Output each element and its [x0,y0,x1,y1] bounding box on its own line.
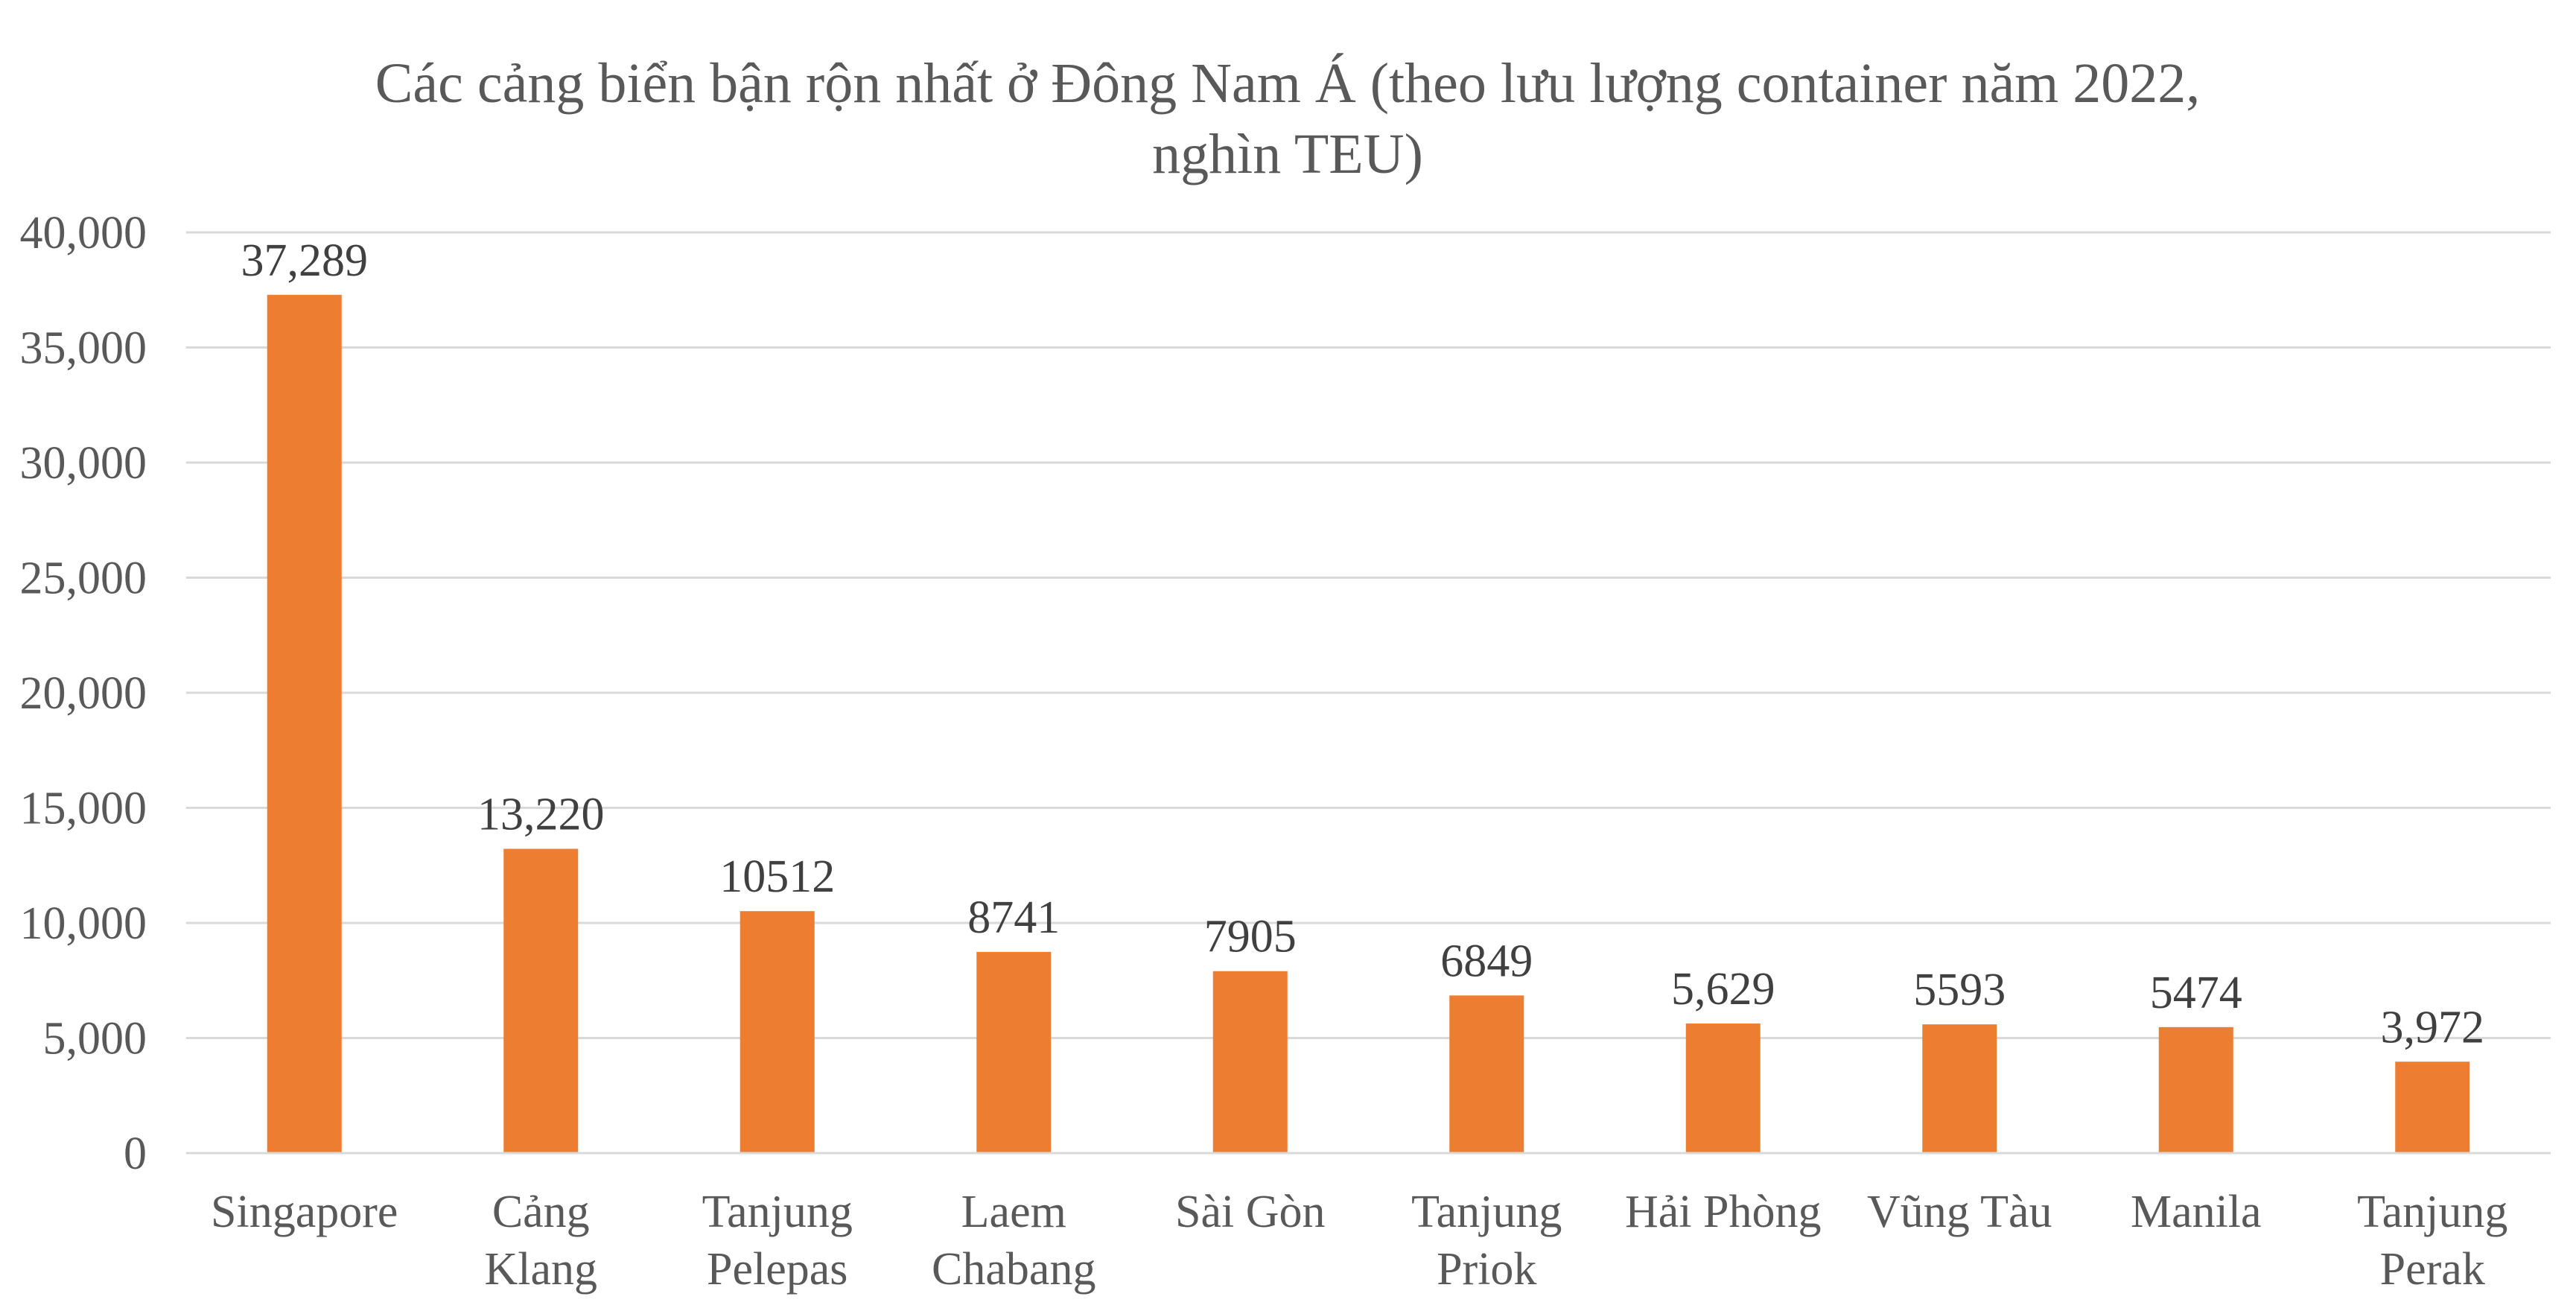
bar [503,848,579,1153]
data-label: 5593 [1913,965,2006,1015]
chart-title-line-1: Các cảng biển bận rộn nhất ở Đông Nam Á … [375,52,2201,115]
y-tick-label: 25,000 [20,553,147,604]
x-tick-label: Tanjung Pelepas [702,1187,853,1295]
bar [976,951,1052,1153]
x-tick-label: Tanjung Perak [2357,1187,2507,1295]
data-label: 10512 [719,851,835,902]
bars [267,294,2470,1153]
x-tick-label: Hải Phòng [1625,1187,1822,1237]
data-label: 5474 [2150,968,2242,1018]
bar [740,911,815,1153]
bar [1922,1024,1997,1153]
x-tick-label: Manila [2131,1187,2262,1237]
y-tick-label: 35,000 [20,323,147,374]
y-tick-label: 40,000 [20,208,147,258]
y-tick-label: 5,000 [43,1014,147,1064]
data-label: 6849 [1440,936,1533,986]
y-tick-label: 15,000 [20,784,147,834]
y-axis-tick-labels: 0 5,000 10,000 15,000 20,000 25,000 30,000 35,0… [20,208,147,1179]
x-tick-label: Sài Gòn [1175,1187,1326,1237]
y-tick-label: 10,000 [20,898,147,949]
y-tick-label: 30,000 [20,438,147,489]
gridlines [186,231,2551,1039]
data-label: 3,972 [2381,1002,2485,1053]
chart-title-line-2: nghìn TEU) [1152,123,1423,185]
data-labels: 37,289 13,220 10512 8741 7905 6849 5,629 5593 54… [241,235,2485,1053]
bar [1449,995,1524,1153]
x-tick-label: Vũng Tàu [1867,1187,2052,1237]
data-label: 13,220 [477,790,605,840]
x-tick-label: Cảng Klang [484,1187,597,1295]
bar [2158,1026,2233,1153]
bar [267,294,342,1153]
x-axis-tick-labels: Singapore Cảng Klang Tanjung Pelepas Laem Chab… [211,1187,2507,1295]
data-label: 5,629 [1671,964,1775,1015]
x-tick-label: Singapore [211,1187,398,1237]
y-tick-label: 0 [124,1129,147,1179]
data-label: 8741 [967,892,1060,943]
bar [1212,971,1288,1153]
bar [1685,1023,1761,1153]
bar [2395,1061,2470,1153]
x-tick-label: Laem Chabang [932,1187,1095,1295]
y-tick-label: 20,000 [20,668,147,719]
data-label: 7905 [1204,912,1297,962]
x-tick-label: Tanjung Priok [1411,1187,1562,1295]
data-label: 37,289 [241,235,369,286]
